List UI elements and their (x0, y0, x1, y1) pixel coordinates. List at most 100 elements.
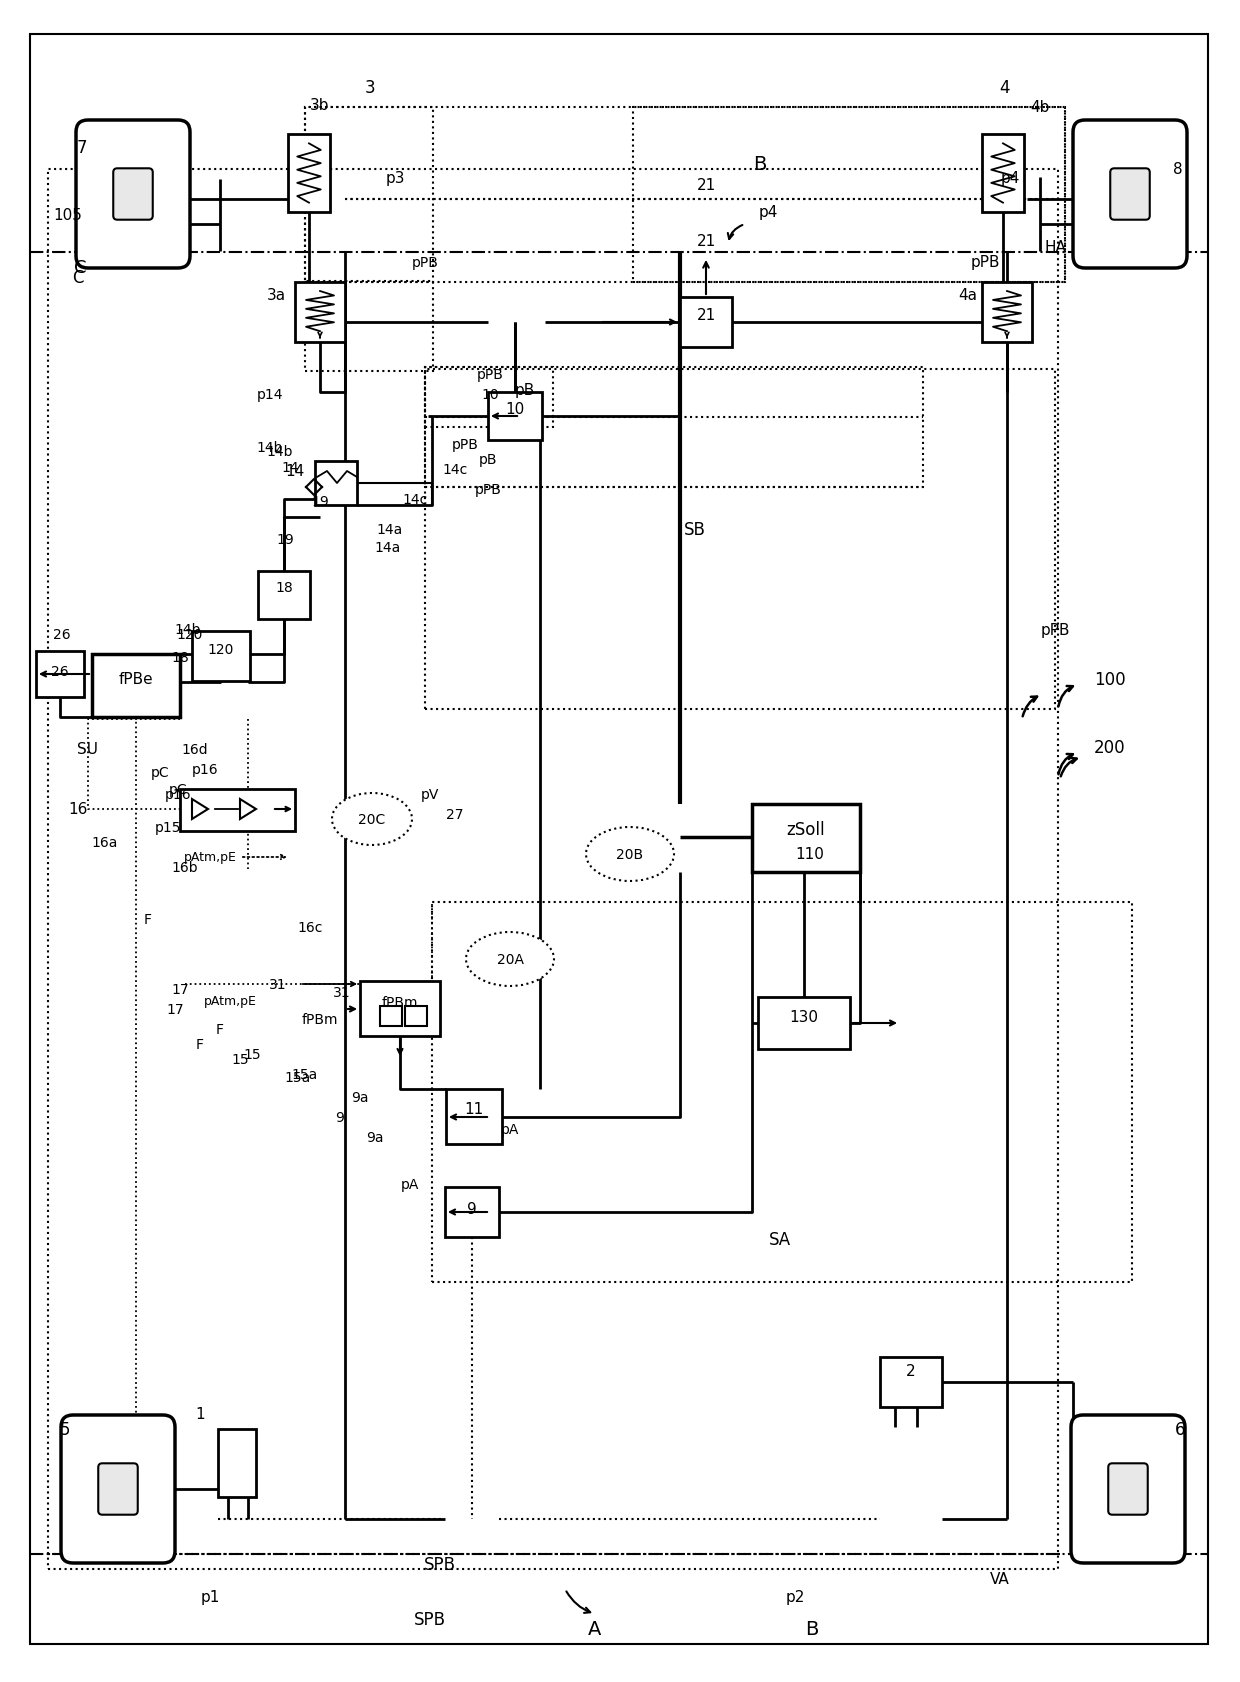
Bar (880, 1357, 942, 1408)
Bar (180, 789, 295, 831)
Text: 130: 130 (790, 1009, 818, 1024)
Text: 10: 10 (506, 402, 525, 417)
Text: 1: 1 (195, 1406, 205, 1421)
Text: pAtm,pE: pAtm,pE (203, 996, 257, 1008)
Text: zSoll: zSoll (786, 821, 826, 839)
Bar (405, 1006, 427, 1026)
Text: 200: 200 (1094, 738, 1126, 757)
FancyBboxPatch shape (76, 121, 190, 269)
Text: 16c: 16c (298, 920, 322, 935)
Text: 3a: 3a (267, 288, 285, 303)
Text: p4: p4 (759, 205, 777, 219)
Text: SPB: SPB (414, 1610, 446, 1628)
Text: B: B (805, 1620, 818, 1638)
Text: fPBe: fPBe (119, 673, 154, 686)
Text: 3: 3 (365, 79, 376, 98)
Ellipse shape (466, 932, 554, 986)
Text: 4b: 4b (1030, 99, 1050, 114)
Bar (758, 997, 849, 1050)
Text: SB: SB (684, 521, 706, 538)
Text: pPB: pPB (1040, 622, 1070, 637)
Text: pC: pC (169, 782, 187, 797)
Ellipse shape (587, 828, 675, 881)
Text: pPB: pPB (970, 256, 999, 271)
Text: SPB: SPB (424, 1556, 456, 1573)
Text: 14b: 14b (267, 444, 293, 459)
Bar (982, 135, 1024, 214)
Bar (192, 632, 250, 681)
Text: p3: p3 (386, 170, 404, 185)
Text: 14a: 14a (377, 523, 403, 537)
Text: p15: p15 (155, 821, 181, 834)
Text: 4: 4 (999, 79, 1011, 98)
Text: 14b: 14b (175, 622, 201, 636)
Bar (305, 108, 433, 283)
Bar (680, 298, 732, 348)
Bar (632, 108, 1065, 283)
Bar (305, 283, 433, 372)
Text: pV: pV (420, 787, 439, 802)
Text: A: A (588, 1620, 601, 1638)
Text: 120: 120 (208, 643, 234, 656)
Text: pB: pB (479, 452, 497, 466)
Text: pPB: pPB (451, 437, 479, 452)
Text: 21: 21 (697, 308, 715, 323)
Text: p14: p14 (257, 389, 283, 402)
Text: 15: 15 (243, 1048, 260, 1061)
Text: 31: 31 (269, 977, 286, 991)
Bar (425, 370, 1055, 710)
Text: 21: 21 (697, 234, 715, 249)
Bar (288, 135, 330, 214)
Text: 19: 19 (311, 495, 329, 508)
Text: 7: 7 (77, 140, 87, 156)
Text: 16b: 16b (171, 861, 198, 875)
Text: 8: 8 (1173, 163, 1183, 177)
Text: pPB: pPB (475, 483, 501, 496)
FancyBboxPatch shape (113, 170, 153, 220)
Text: 9a: 9a (366, 1130, 383, 1144)
Text: 120: 120 (177, 627, 203, 641)
Text: 5: 5 (60, 1420, 71, 1438)
Bar (425, 368, 923, 488)
Text: 11: 11 (464, 1102, 484, 1117)
Text: 3b: 3b (310, 98, 330, 113)
Text: 18: 18 (171, 651, 188, 664)
Bar (446, 1090, 502, 1144)
Text: 9: 9 (336, 1110, 345, 1124)
Text: F: F (216, 1023, 224, 1036)
Text: p2: p2 (785, 1589, 805, 1605)
Text: 18: 18 (275, 580, 293, 595)
Text: pA: pA (401, 1177, 419, 1191)
Text: 20A: 20A (496, 952, 523, 967)
Text: SA: SA (769, 1230, 791, 1248)
Text: pAtm,pE: pAtm,pE (184, 851, 237, 865)
Bar (48, 170, 1058, 1569)
Text: 20B: 20B (616, 848, 644, 861)
Bar (295, 283, 345, 343)
FancyBboxPatch shape (61, 1415, 175, 1563)
Text: 15a: 15a (285, 1070, 311, 1085)
Text: 15: 15 (231, 1053, 249, 1066)
Text: pA: pA (501, 1122, 520, 1137)
Text: 17: 17 (171, 982, 188, 996)
Text: fPBm: fPBm (382, 996, 418, 1009)
Bar (360, 981, 440, 1036)
Text: fPBm: fPBm (301, 1013, 339, 1026)
FancyBboxPatch shape (1071, 1415, 1185, 1563)
Bar (258, 572, 310, 619)
FancyBboxPatch shape (1109, 1463, 1148, 1515)
Ellipse shape (332, 794, 412, 846)
Bar (92, 654, 180, 718)
Bar (315, 463, 357, 506)
Bar (36, 651, 84, 698)
Text: 9a: 9a (351, 1090, 368, 1105)
Polygon shape (241, 799, 255, 819)
Text: C: C (72, 269, 84, 288)
Text: 16: 16 (68, 802, 88, 817)
FancyBboxPatch shape (1110, 170, 1149, 220)
Text: 17: 17 (166, 1002, 184, 1016)
Text: HA: HA (1044, 241, 1066, 256)
Text: 19: 19 (277, 533, 294, 547)
Text: pC: pC (151, 765, 170, 779)
Text: 2: 2 (906, 1364, 916, 1379)
